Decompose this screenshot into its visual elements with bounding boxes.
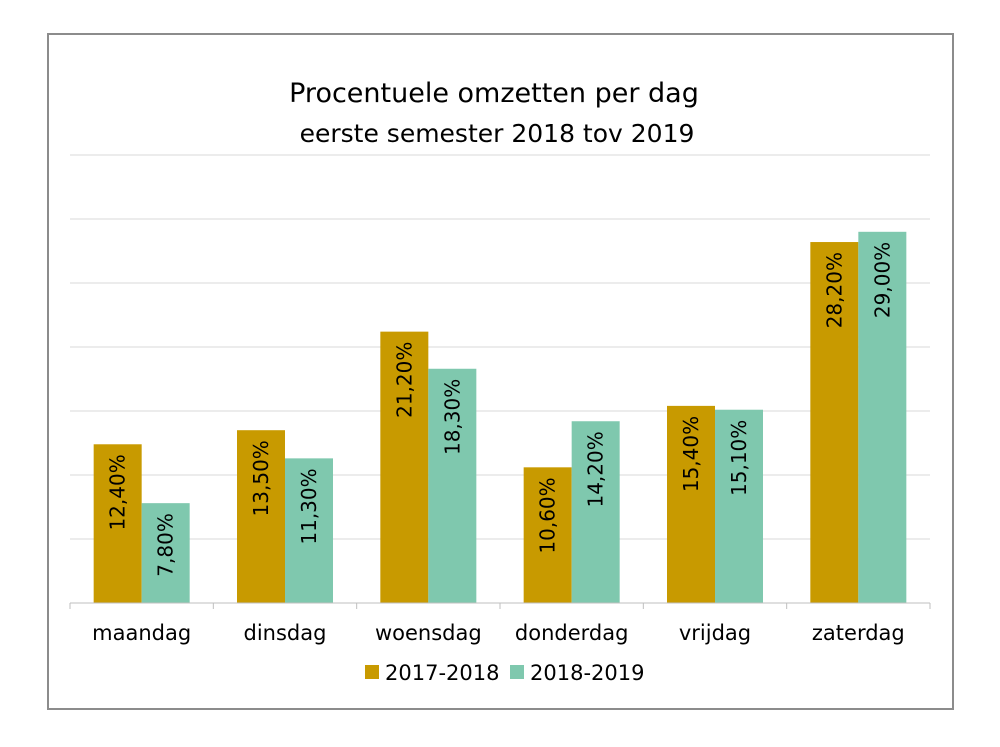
data-label: 15,10% <box>727 420 751 496</box>
legend-swatch <box>510 665 524 679</box>
category-label: dinsdag <box>244 621 327 645</box>
data-label: 29,00% <box>870 242 894 318</box>
data-label: 21,20% <box>392 342 416 418</box>
category-label: maandag <box>92 621 191 645</box>
bar-2017-2018-woensdag <box>380 331 429 603</box>
data-label: 10,60% <box>536 477 560 553</box>
category-label: zaterdag <box>812 621 905 645</box>
bar-2018-2019-woensdag <box>428 368 477 603</box>
bar-2017-2018-donderdag <box>523 467 572 603</box>
bar-2017-2018-maandag <box>93 444 142 603</box>
category-label: vrijdag <box>679 621 751 645</box>
bar-2018-2019-dinsdag <box>285 458 333 603</box>
legend-label: 2017-2018 <box>385 661 499 685</box>
x-axis: maandag dinsdag woensdag donderdag vrijdag za… <box>69 602 931 645</box>
legend-label: 2018-2019 <box>530 661 644 685</box>
bar-2018-2019-vrijdag <box>715 409 763 603</box>
data-label: 15,40% <box>679 416 703 492</box>
data-labels: 12,40% 13,50% 21,20% 10,60% 15,40% 28,20% 7,80… <box>106 242 895 577</box>
bar-2017-2018-dinsdag <box>237 430 285 603</box>
data-label: 28,20% <box>822 252 846 328</box>
bar-2017-2018-vrijdag <box>667 405 715 603</box>
data-label: 11,30% <box>297 468 321 544</box>
bar-2018-2019-zaterdag <box>858 231 907 604</box>
data-label: 7,80% <box>154 513 178 577</box>
data-label: 12,40% <box>106 454 130 530</box>
gridlines <box>70 154 930 604</box>
chart-title: Procentuele omzetten per dag <box>289 78 699 109</box>
chart-subtitle: eerste semester 2018 tov 2019 <box>300 119 695 148</box>
legend: 2017-2018 2018-2019 <box>365 661 644 685</box>
bar-2018-2019-donderdag <box>571 421 620 603</box>
data-label: 13,50% <box>249 440 273 516</box>
category-label: donderdag <box>515 621 629 645</box>
bar-2018-2019-maandag <box>141 503 190 603</box>
bars <box>93 231 907 604</box>
data-label: 14,20% <box>584 431 608 507</box>
chart-frame <box>47 33 954 710</box>
data-label: 18,30% <box>440 379 464 455</box>
category-label: woensdag <box>375 621 482 645</box>
legend-swatch <box>365 665 379 679</box>
bar-2017-2018-zaterdag <box>810 242 859 604</box>
